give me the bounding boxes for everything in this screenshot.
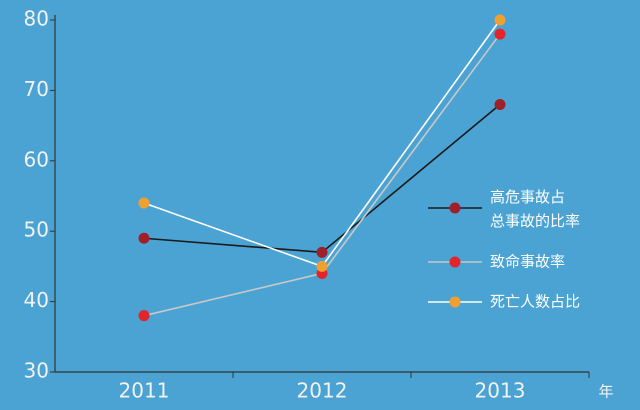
legend-label: 致命事故率 bbox=[490, 253, 565, 271]
y-tick-label: 40 bbox=[24, 288, 49, 312]
data-point bbox=[316, 246, 328, 258]
x-tick-label: 2012 bbox=[297, 379, 348, 403]
x-tick-label: 2011 bbox=[119, 379, 170, 403]
legend-marker bbox=[449, 296, 461, 308]
legend-label: 死亡人数占比 bbox=[490, 293, 580, 311]
legend-marker bbox=[449, 256, 461, 268]
data-point bbox=[494, 14, 506, 26]
data-point bbox=[494, 28, 506, 40]
x-tick-label: 2013 bbox=[475, 379, 526, 403]
data-point bbox=[138, 197, 150, 209]
data-point bbox=[494, 98, 506, 110]
data-point bbox=[138, 310, 150, 322]
y-tick-label: 60 bbox=[24, 147, 49, 171]
data-point bbox=[316, 260, 328, 272]
y-tick-label: 30 bbox=[24, 359, 49, 383]
y-tick-label: 70 bbox=[24, 77, 49, 101]
x-axis-label: 年 bbox=[598, 383, 613, 401]
legend-label: 高危事故占总事故的比率 bbox=[490, 188, 580, 230]
y-tick-label: 80 bbox=[24, 7, 49, 31]
data-point bbox=[138, 232, 150, 244]
y-tick-label: 50 bbox=[24, 218, 49, 242]
legend-marker bbox=[449, 202, 461, 214]
